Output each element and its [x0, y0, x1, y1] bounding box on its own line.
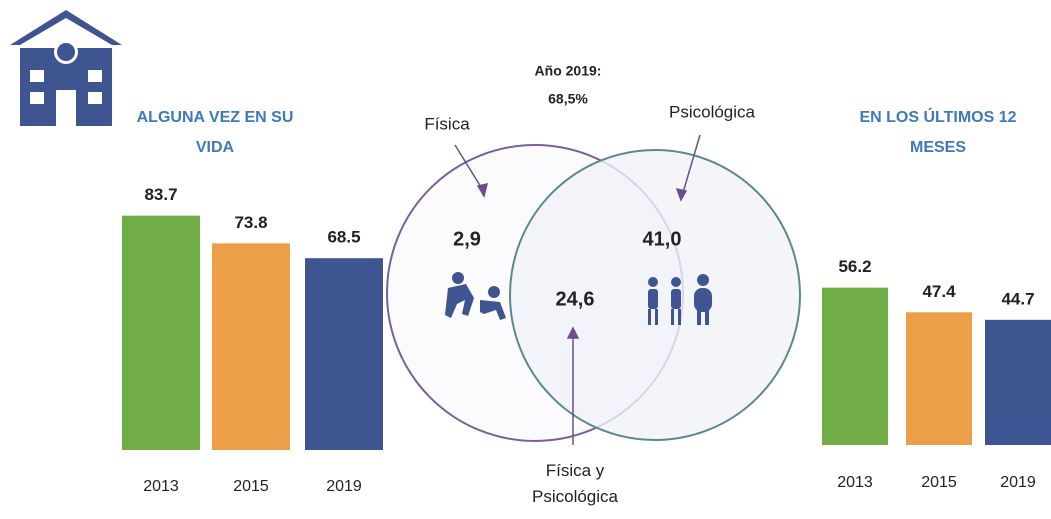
x-tick-label: 2019 [326, 478, 362, 495]
chart-title: EN LOS ÚLTIMOS 12 MESES [859, 109, 1017, 156]
venn-value: 2,9 [453, 228, 481, 250]
venn-set-label: Psicológica [669, 102, 756, 121]
bar [122, 215, 200, 450]
bar [212, 243, 290, 450]
data-label: 56.2 [838, 257, 871, 276]
school-icon [10, 10, 122, 126]
data-label: 44.7 [1001, 289, 1034, 308]
venn-arrows [454, 134, 701, 445]
venn-set-label: Física [424, 114, 470, 133]
x-tick-label: 2013 [143, 478, 179, 495]
data-label: 47.4 [922, 282, 956, 301]
violence-icons [445, 272, 712, 325]
data-label: 73.8 [234, 213, 267, 232]
x-tick-label: 2019 [1000, 474, 1036, 491]
data-label: 83.7 [144, 185, 177, 204]
venn-title: Año 2019: [535, 63, 602, 79]
bar [985, 319, 1051, 445]
bar [906, 312, 972, 445]
x-tick-label: 2015 [233, 478, 269, 495]
x-tick-label: 2015 [921, 474, 957, 491]
chart-title: ALGUNA VEZ EN SU VIDA [136, 109, 294, 156]
x-tick-label: 2013 [837, 474, 873, 491]
venn-subtitle: 68,5% [548, 91, 588, 107]
venn-set-label: Física y Psicológica [532, 461, 618, 506]
bar [305, 258, 383, 450]
bar [822, 287, 888, 445]
venn-value: 24,6 [556, 288, 595, 310]
venn-value: 41,0 [643, 228, 682, 250]
data-label: 68.5 [327, 228, 360, 247]
